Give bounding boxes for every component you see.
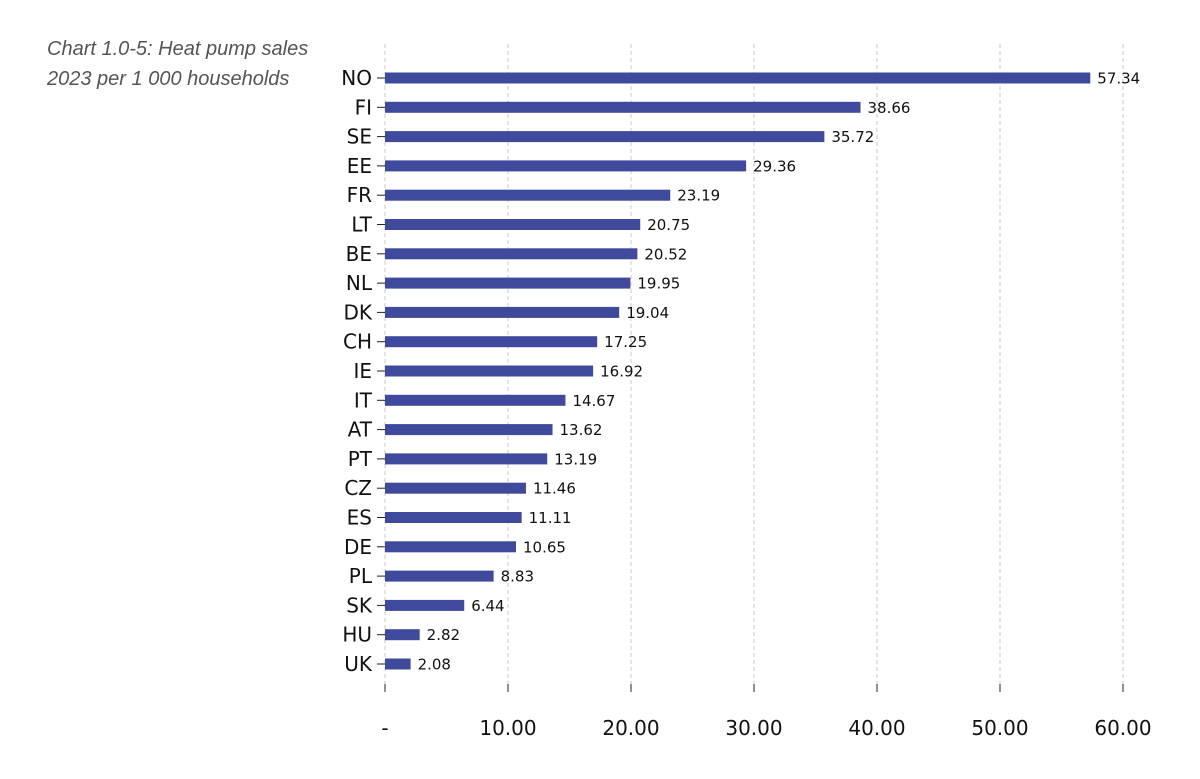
category-label: AT bbox=[348, 418, 373, 442]
value-label: 2.08 bbox=[418, 656, 451, 674]
category-label: NO bbox=[341, 66, 372, 90]
bars bbox=[385, 72, 1091, 670]
value-label: 6.44 bbox=[471, 597, 504, 615]
category-label: PT bbox=[348, 447, 373, 471]
category-label: FI bbox=[355, 95, 372, 119]
category-label: ES bbox=[347, 506, 372, 530]
category-label: NL bbox=[346, 271, 373, 295]
category-label: EE bbox=[347, 154, 372, 178]
bar bbox=[385, 541, 516, 553]
bar bbox=[385, 189, 671, 201]
value-label: 13.19 bbox=[554, 450, 597, 468]
bar bbox=[385, 336, 598, 348]
bar bbox=[385, 72, 1091, 84]
value-label: 38.66 bbox=[868, 99, 911, 117]
x-tick-label: 20.00 bbox=[602, 716, 659, 740]
value-label: 11.46 bbox=[533, 480, 576, 498]
value-label: 57.34 bbox=[1097, 70, 1140, 88]
bar bbox=[385, 658, 411, 670]
category-label: CZ bbox=[344, 476, 372, 500]
bar bbox=[385, 482, 526, 494]
bar bbox=[385, 570, 494, 582]
value-label: 35.72 bbox=[831, 128, 874, 146]
category-label: BE bbox=[346, 242, 372, 266]
value-label: 23.19 bbox=[677, 187, 720, 205]
value-label: 29.36 bbox=[753, 157, 796, 175]
bar bbox=[385, 277, 631, 289]
category-label: PL bbox=[349, 564, 373, 588]
bar bbox=[385, 394, 566, 406]
category-label: SE bbox=[347, 125, 372, 149]
x-tick-label: 10.00 bbox=[479, 716, 536, 740]
value-label: 19.04 bbox=[626, 304, 669, 322]
bar bbox=[385, 219, 641, 230]
category-label: HU bbox=[342, 623, 372, 647]
bar bbox=[385, 453, 548, 465]
value-label: 14.67 bbox=[572, 392, 615, 410]
category-label: UK bbox=[344, 652, 373, 676]
chart-title: Chart 1.0-5: Heat pump sales 2023 per 1 … bbox=[47, 38, 309, 90]
x-tick-label: 40.00 bbox=[848, 716, 905, 740]
category-label: IE bbox=[353, 359, 372, 383]
category-label: DE bbox=[344, 535, 372, 559]
category-label: CH bbox=[343, 330, 372, 354]
value-label: 8.83 bbox=[501, 568, 534, 586]
value-label: 10.65 bbox=[523, 538, 566, 556]
value-label: 20.75 bbox=[647, 216, 690, 234]
bar bbox=[385, 101, 861, 113]
category-label: IT bbox=[354, 388, 373, 412]
labels: - 10.00 20.00 30.00 40.00 50.00 60.00 NO 57.34 FI… bbox=[341, 66, 1151, 740]
x-tick-label: 30.00 bbox=[725, 716, 782, 740]
bar bbox=[385, 424, 553, 436]
bar bbox=[385, 365, 594, 377]
bar bbox=[385, 248, 638, 260]
value-label: 13.62 bbox=[560, 421, 603, 439]
bar bbox=[385, 512, 522, 523]
category-label: SK bbox=[346, 593, 373, 617]
axes bbox=[377, 77, 1124, 692]
value-label: 19.95 bbox=[637, 275, 680, 293]
bar bbox=[385, 131, 825, 143]
bar bbox=[385, 599, 465, 611]
value-label: 17.25 bbox=[604, 333, 647, 351]
value-label: 2.82 bbox=[427, 626, 460, 644]
bar bbox=[385, 629, 420, 641]
value-label: 20.52 bbox=[644, 245, 687, 263]
x-tick-label: - bbox=[381, 716, 388, 740]
value-label: 11.11 bbox=[529, 509, 572, 527]
bar bbox=[385, 160, 747, 172]
x-tick-label: 50.00 bbox=[971, 716, 1028, 740]
bar bbox=[385, 306, 620, 318]
category-label: DK bbox=[343, 300, 372, 324]
value-label: 16.92 bbox=[600, 363, 643, 381]
category-label: LT bbox=[351, 213, 372, 237]
x-tick-label: 60.00 bbox=[1094, 716, 1151, 740]
category-label: FR bbox=[347, 183, 373, 207]
